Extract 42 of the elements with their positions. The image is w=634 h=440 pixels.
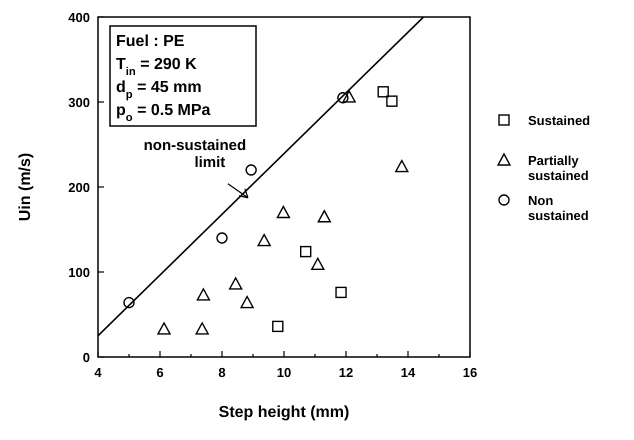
point bbox=[300, 246, 312, 258]
legend-label: Non sustained bbox=[528, 193, 589, 223]
annotation: Fuel : PE bbox=[116, 33, 185, 50]
point bbox=[276, 206, 290, 218]
annotation: d$_{p}$= 45 mm bbox=[116, 79, 202, 101]
y-axis-title: Uin (m/s) bbox=[17, 152, 34, 222]
point bbox=[272, 320, 284, 332]
annotation: p$_{o}$ = 0.5 MPa bbox=[116, 102, 211, 124]
point bbox=[195, 322, 209, 335]
annotation: T$_{in}$= 290 K bbox=[116, 56, 198, 78]
y-tick-label: 100 bbox=[68, 265, 90, 280]
y-tick-label: 0 bbox=[82, 350, 90, 365]
point bbox=[318, 210, 331, 222]
point bbox=[386, 95, 398, 107]
point bbox=[337, 92, 349, 104]
point bbox=[311, 258, 324, 270]
point bbox=[240, 296, 254, 308]
y-tick-label: 400 bbox=[68, 10, 90, 25]
point bbox=[228, 277, 242, 290]
point bbox=[157, 322, 171, 335]
annotation: non-sustained limit bbox=[144, 136, 246, 171]
point bbox=[196, 288, 210, 301]
y-tick-label: 200 bbox=[68, 180, 90, 195]
x-tick-label: 10 bbox=[276, 365, 292, 380]
point bbox=[395, 160, 408, 172]
x-tick-label: 4 bbox=[94, 365, 102, 380]
x-tick-label: 12 bbox=[338, 365, 354, 380]
legend-label: Partially sustained bbox=[528, 153, 589, 183]
legend-label: Sustained bbox=[528, 113, 590, 128]
point bbox=[245, 164, 257, 176]
point bbox=[335, 286, 347, 298]
x-tick-label: 14 bbox=[400, 365, 416, 380]
point bbox=[378, 86, 389, 98]
y-tick-label: 300 bbox=[68, 95, 90, 110]
point bbox=[342, 90, 356, 103]
x-tick-label: 16 bbox=[462, 365, 478, 380]
point bbox=[123, 296, 135, 308]
x-tick-label: 8 bbox=[218, 365, 226, 380]
point bbox=[216, 232, 228, 244]
point bbox=[257, 234, 271, 246]
x-tick-label: 6 bbox=[156, 365, 164, 380]
x-axis-title: Step height (mm) bbox=[218, 404, 350, 421]
